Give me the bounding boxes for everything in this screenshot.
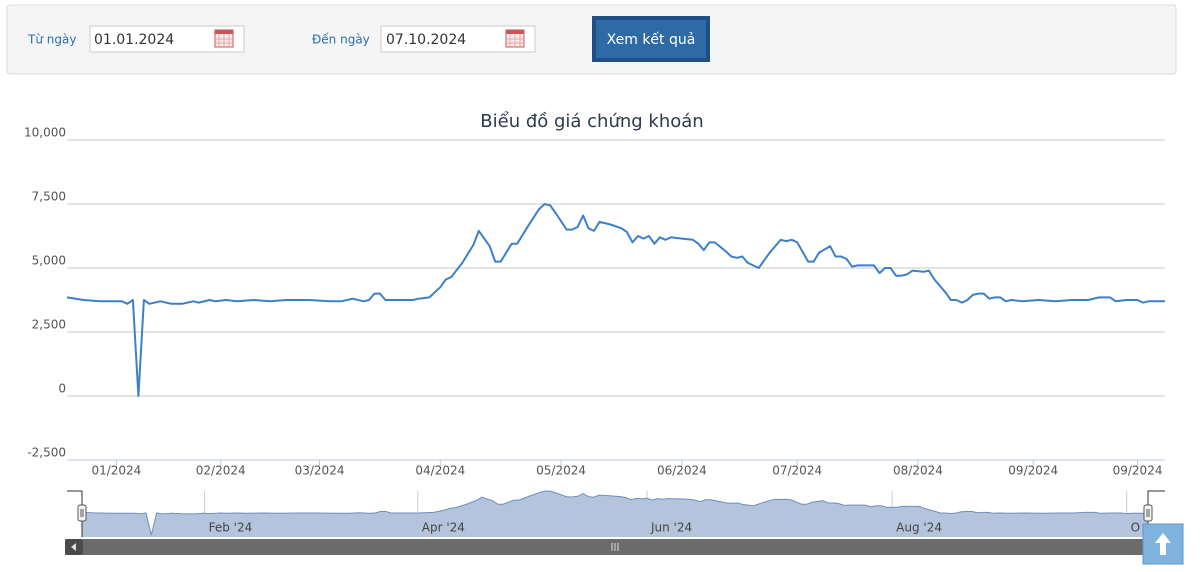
x-tick-label: 03/2024 (295, 464, 345, 478)
navigator-label: Feb '24 (209, 521, 253, 535)
grid: -2,500 0 2,500 5,000 7,500 10,000 01/2024 02/20… (24, 126, 1165, 478)
navigator-label: Jun '24 (650, 521, 692, 535)
navigator-label: Aug '24 (896, 521, 942, 535)
to-label: Đến ngày (312, 33, 370, 47)
x-tick-label: 01/2024 (91, 464, 141, 478)
handle-box (77, 504, 87, 522)
x-tick-label: 09/2024 (1113, 464, 1163, 478)
handle-grip (80, 509, 84, 517)
navigator-area (82, 491, 1148, 537)
calendar-icon[interactable] (505, 29, 525, 48)
x-tick-label: 07/2024 (772, 464, 822, 478)
navigator: Feb '24 Apr '24 Jun '24 Aug '24 O (67, 490, 1165, 537)
y-tick-label: 10,000 (24, 126, 66, 140)
back-to-top[interactable] (1142, 523, 1184, 565)
handle-grip (1146, 509, 1150, 517)
plot (66, 203, 1165, 397)
navigator-label: Apr '24 (422, 521, 465, 535)
scrollbar[interactable] (65, 539, 1165, 555)
price-line (66, 203, 1165, 397)
submit-button[interactable]: Xem kết quả (592, 16, 710, 62)
navigator-label: O (1131, 521, 1140, 535)
from-label: Từ ngày (27, 33, 76, 47)
y-tick-label: -2,500 (27, 446, 66, 460)
navigator-line (81, 490, 1148, 536)
chart-title: Biểu đồ giá chứng khoán (480, 111, 703, 132)
x-tick-label: 08/2024 (893, 464, 943, 478)
handle-box (1143, 504, 1153, 522)
navigator-handle[interactable] (1143, 504, 1153, 522)
y-tick-label: 5,000 (32, 254, 66, 268)
from-value: 01.01.2024 (94, 32, 174, 48)
y-tick-label: 2,500 (32, 318, 66, 332)
y-tick-label: 7,500 (32, 190, 66, 204)
button-label[interactable]: Xem kết quả (607, 31, 696, 48)
x-tick-label: 06/2024 (657, 464, 707, 478)
navigator-handle[interactable] (77, 504, 87, 522)
x-tick-label: 05/2024 (536, 464, 586, 478)
x-tick-label: 02/2024 (196, 464, 246, 478)
to-value: 07.10.2024 (386, 32, 466, 48)
calendar-icon[interactable] (214, 29, 234, 48)
filter-panel (6, 4, 1177, 75)
x-tick-label: 04/2024 (415, 464, 465, 478)
y-tick-label: 0 (58, 382, 66, 396)
navigator-outline (67, 490, 1165, 537)
x-tick-label: 09/2024 (1008, 464, 1058, 478)
